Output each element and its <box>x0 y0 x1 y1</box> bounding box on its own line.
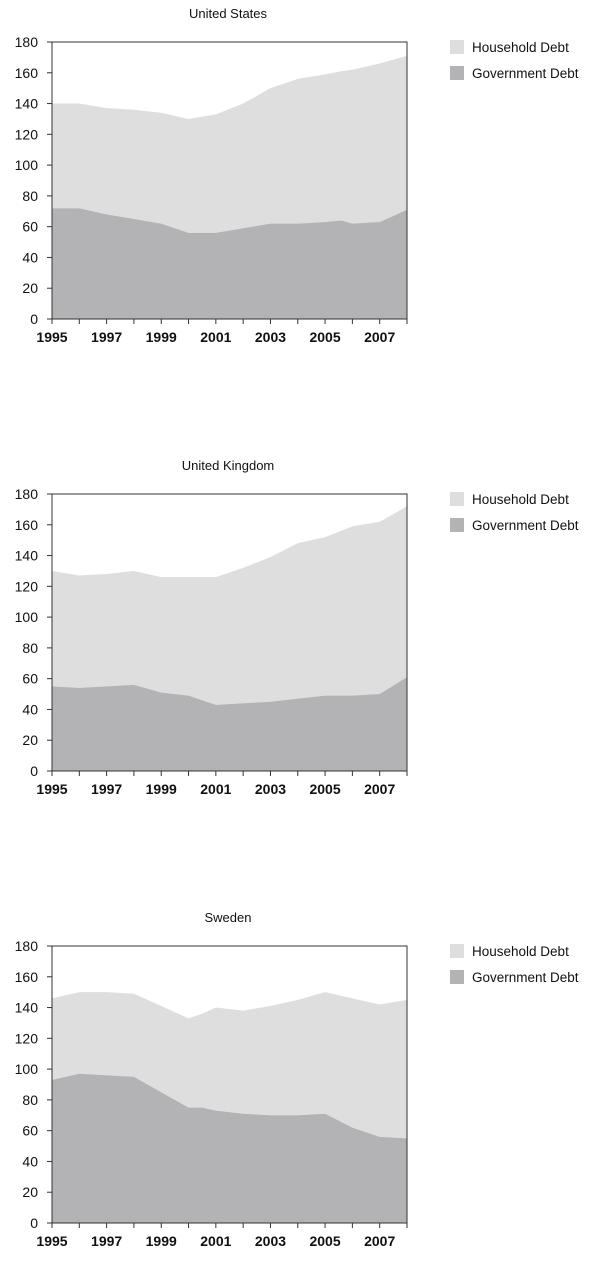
x-tick-label: 2003 <box>255 1233 286 1249</box>
y-tick-label: 120 <box>15 126 39 142</box>
y-tick-label: 160 <box>15 65 39 81</box>
y-tick-label: 100 <box>15 609 39 625</box>
legend-item-government-debt: Government Debt <box>450 512 579 538</box>
x-tick-label: 1997 <box>91 1233 122 1249</box>
y-tick-label: 120 <box>15 578 39 594</box>
x-tick-label: 1999 <box>146 781 177 797</box>
y-tick-label: 0 <box>30 311 38 327</box>
chart-svg-united-states: United States 0 20 40 60 80 100 120 140 160 180 19… <box>15 6 408 345</box>
y-tick-label: 160 <box>15 969 39 985</box>
chart-svg-united-kingdom: United Kingdom 0 20 40 60 80 100 120 140 160 180 1… <box>15 458 408 797</box>
y-tick-label: 20 <box>22 732 38 748</box>
chart-title: United Kingdom <box>182 458 275 473</box>
x-tick-label: 2001 <box>200 1233 231 1249</box>
y-tick-label: 140 <box>15 96 39 112</box>
legend-label-household: Household Debt <box>472 943 569 959</box>
x-tick-label: 1997 <box>91 781 122 797</box>
plot-frame <box>51 945 408 1224</box>
chart-panel-sweden: Sweden 0 20 40 60 80 100 120 140 160 180 1995 1997 1… <box>0 904 614 1264</box>
x-tick-label: 1995 <box>36 1233 67 1249</box>
x-tick-label: 2001 <box>200 329 231 345</box>
legend-label-household: Household Debt <box>472 491 569 507</box>
x-tick-label: 2005 <box>309 1233 340 1249</box>
area-household-debt <box>52 55 407 233</box>
x-tick-label: 1995 <box>36 329 67 345</box>
y-tick-label: 40 <box>22 701 38 717</box>
y-tick-label: 60 <box>22 1123 38 1139</box>
y-tick-label: 0 <box>30 763 38 779</box>
x-tick-label: 1999 <box>146 329 177 345</box>
x-tick-label: 1997 <box>91 329 122 345</box>
legend-label-government: Government Debt <box>472 517 579 533</box>
legend-item-household-debt: Household Debt <box>450 486 579 512</box>
x-tick-label: 2003 <box>255 329 286 345</box>
y-tick-label: 60 <box>22 671 38 687</box>
legend-swatch-household <box>450 944 464 958</box>
chart-panel-united-kingdom: United Kingdom 0 20 40 60 80 100 120 140 160 180 1… <box>0 452 614 812</box>
y-tick-label: 120 <box>15 1030 39 1046</box>
y-tick-label: 100 <box>15 1061 39 1077</box>
x-tick-label: 2007 <box>364 781 395 797</box>
legend-swatch-government <box>450 970 464 984</box>
chart-svg-sweden: Sweden 0 20 40 60 80 100 120 140 160 180 1995 1997 1… <box>15 910 408 1249</box>
legend: Household Debt Government Debt <box>450 34 579 86</box>
chart-panel-united-states: United States 0 20 40 60 80 100 120 140 160 180 19… <box>0 0 614 360</box>
x-tick-label: 2005 <box>309 329 340 345</box>
legend-item-household-debt: Household Debt <box>450 938 579 964</box>
y-tick-label: 20 <box>22 1184 38 1200</box>
y-tick-label: 160 <box>15 517 39 533</box>
legend-swatch-government <box>450 66 464 80</box>
chart-title: Sweden <box>205 910 252 925</box>
y-tick-label: 100 <box>15 157 39 173</box>
x-tick-label: 1995 <box>36 781 67 797</box>
plot-frame <box>51 493 408 772</box>
y-tick-label: 20 <box>22 280 38 296</box>
area-household-debt <box>52 506 407 705</box>
y-tick-label: 180 <box>15 486 39 502</box>
legend-item-government-debt: Government Debt <box>450 60 579 86</box>
y-tick-label: 140 <box>15 1000 39 1016</box>
legend-item-government-debt: Government Debt <box>450 964 579 990</box>
y-tick-label: 140 <box>15 548 39 564</box>
y-tick-label: 0 <box>30 1215 38 1231</box>
y-tick-label: 80 <box>22 1092 38 1108</box>
y-tick-label: 180 <box>15 34 39 50</box>
y-tick-label: 80 <box>22 640 38 656</box>
y-tick-label: 180 <box>15 938 39 954</box>
y-tick-label: 80 <box>22 188 38 204</box>
legend-item-household-debt: Household Debt <box>450 34 579 60</box>
y-tick-label: 40 <box>22 1153 38 1169</box>
y-tick-label: 40 <box>22 249 38 265</box>
area-government-debt <box>52 677 407 771</box>
legend-swatch-household <box>450 492 464 506</box>
area-government-debt <box>52 1073 407 1223</box>
legend-swatch-government <box>450 518 464 532</box>
x-tick-label: 2003 <box>255 781 286 797</box>
legend: Household Debt Government Debt <box>450 486 579 538</box>
area-household-debt <box>52 992 407 1139</box>
area-government-debt <box>52 208 407 319</box>
x-tick-label: 2001 <box>200 781 231 797</box>
plot-frame <box>51 41 408 320</box>
y-tick-label: 60 <box>22 219 38 235</box>
x-tick-label: 2007 <box>364 329 395 345</box>
x-tick-label: 2007 <box>364 1233 395 1249</box>
legend: Household Debt Government Debt <box>450 938 579 990</box>
legend-label-household: Household Debt <box>472 39 569 55</box>
x-tick-label: 1999 <box>146 1233 177 1249</box>
legend-label-government: Government Debt <box>472 969 579 985</box>
x-tick-label: 2005 <box>309 781 340 797</box>
chart-title: United States <box>189 6 268 21</box>
legend-label-government: Government Debt <box>472 65 579 81</box>
legend-swatch-household <box>450 40 464 54</box>
